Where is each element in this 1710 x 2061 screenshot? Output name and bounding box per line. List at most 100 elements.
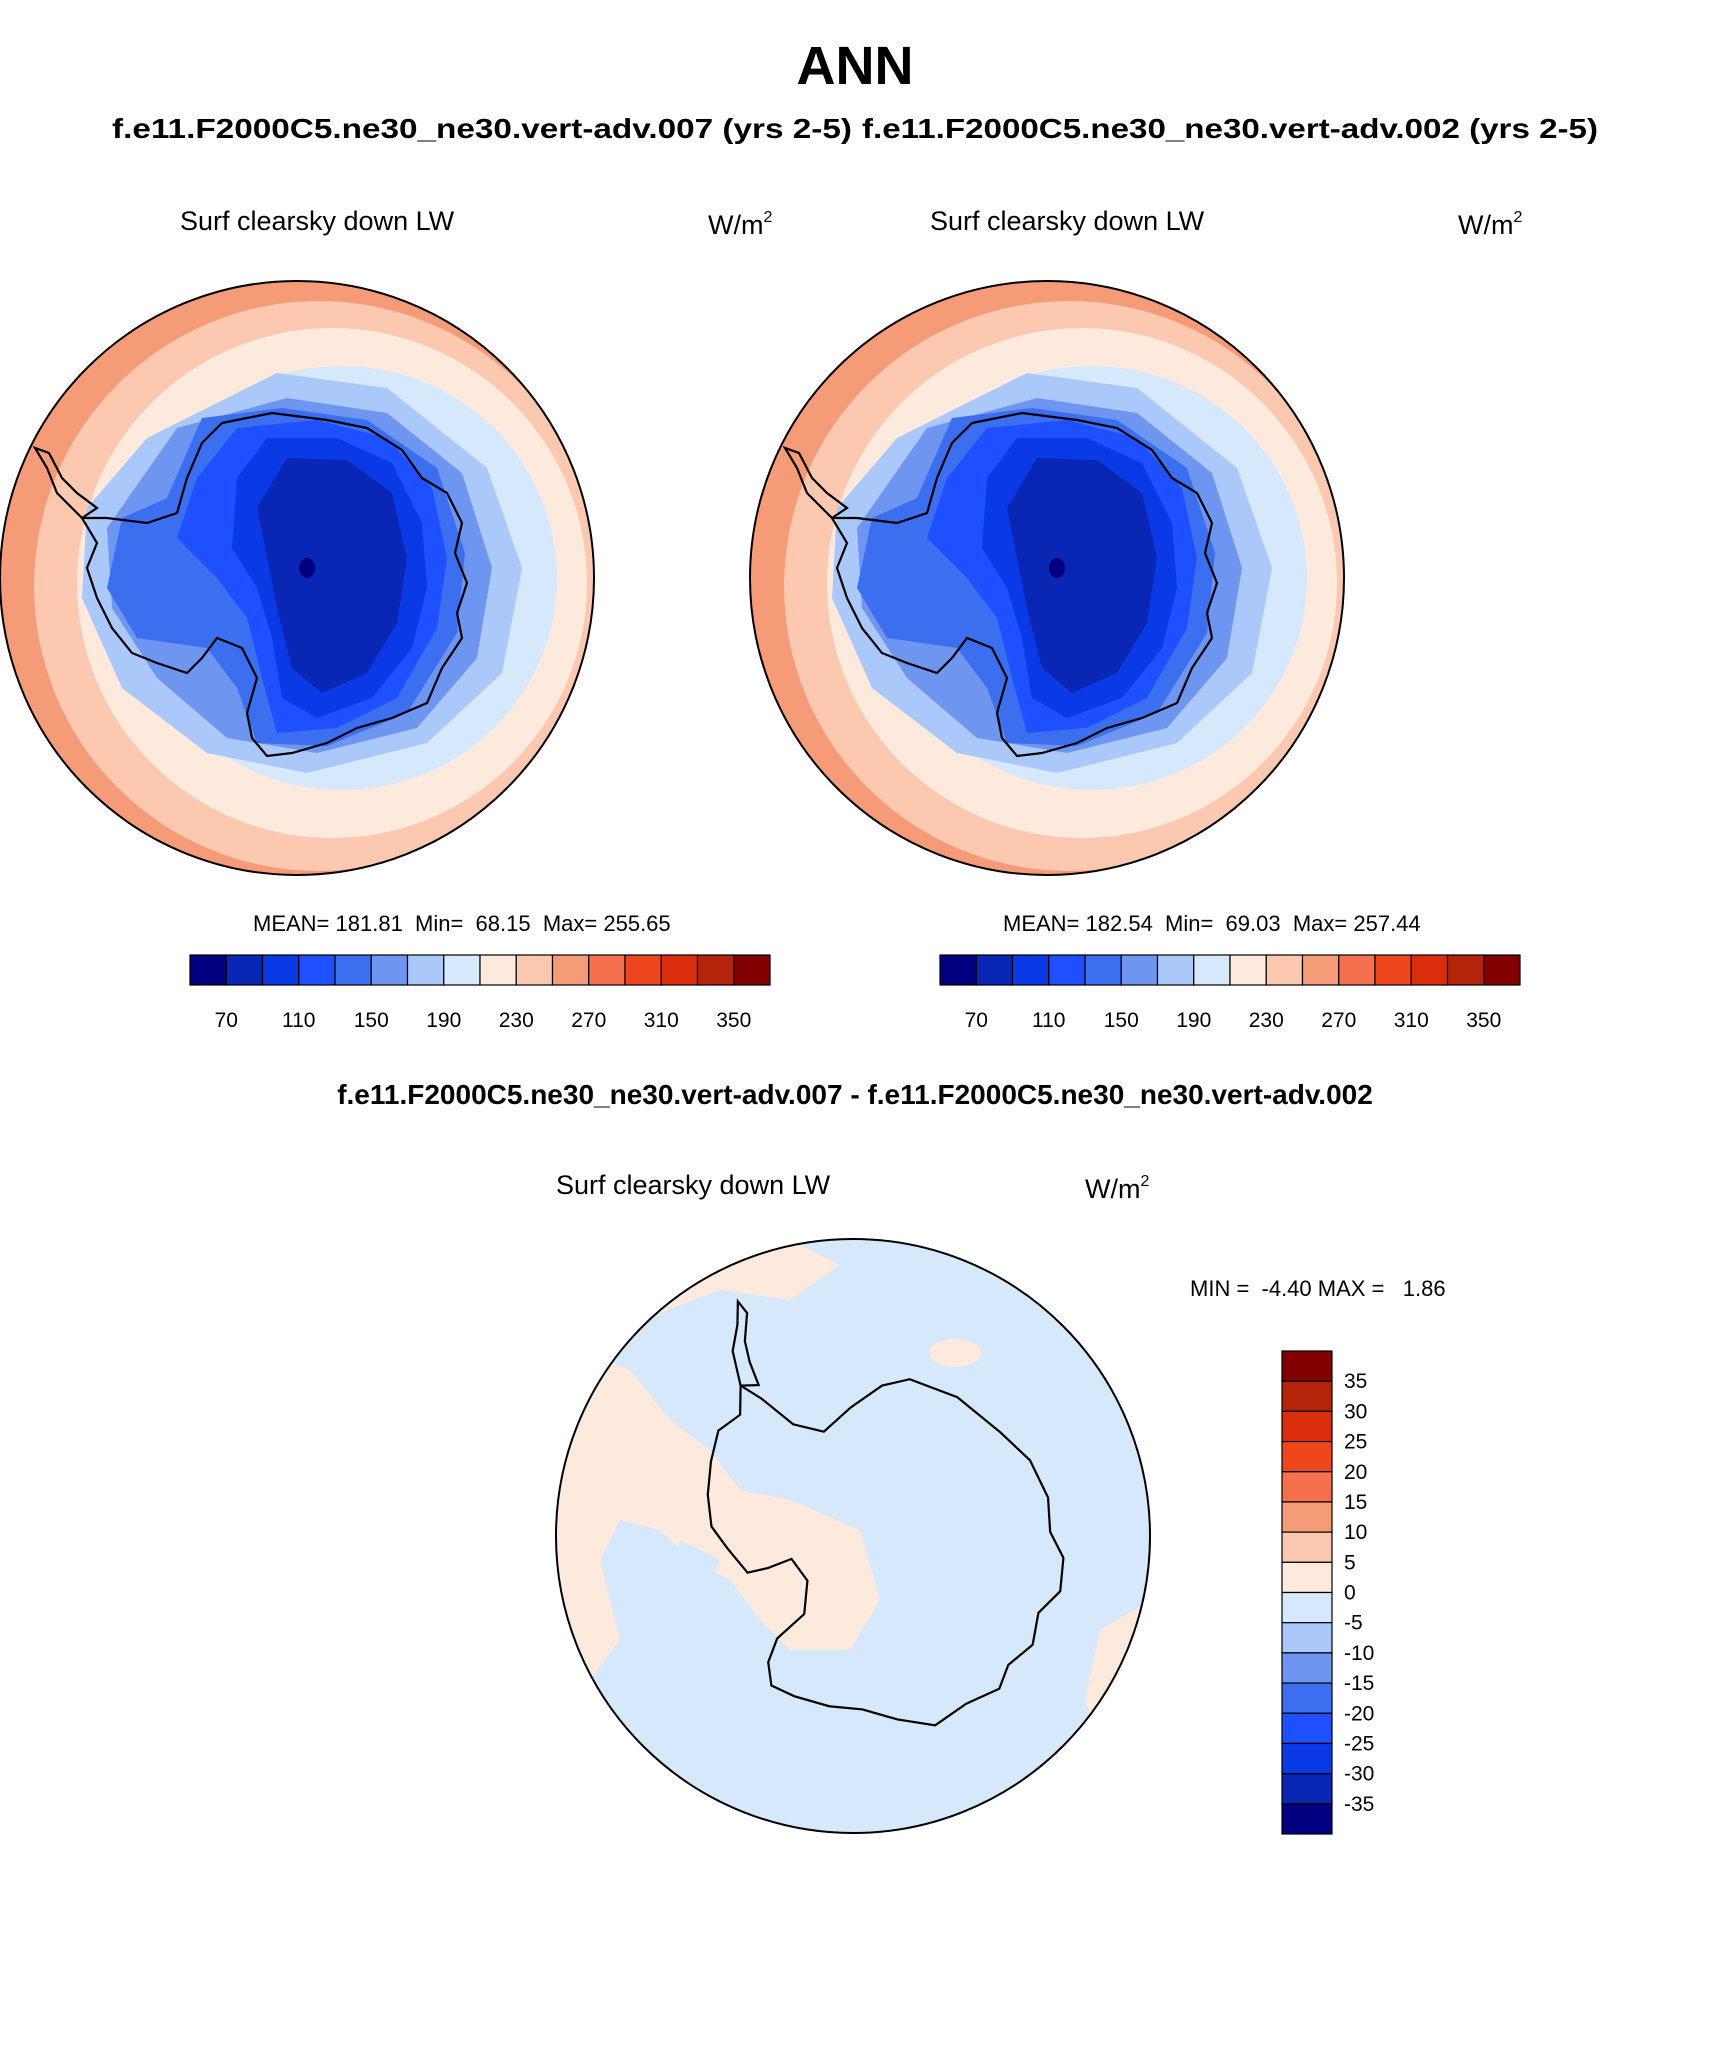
colorbar-tick-label: 30	[1344, 1400, 1367, 1423]
colorbar-swatch	[1281, 1471, 1333, 1503]
colorbar-tick-label: 190	[1176, 1009, 1211, 1032]
colorbar-tick-label: 5	[1344, 1551, 1356, 1574]
colorbar-swatch	[1301, 954, 1340, 986]
colorbar-swatch	[1410, 954, 1449, 986]
colorbar-swatch	[1120, 954, 1159, 986]
colorbar-swatch	[1281, 1682, 1333, 1714]
colorbar-tick-label: 310	[644, 1009, 679, 1032]
colorbar-swatch	[1084, 954, 1122, 986]
colorbar-swatch	[1011, 954, 1050, 986]
colorbar-tick-label: 350	[1466, 1009, 1501, 1032]
panel-left-variable: Surf clearsky down LW	[180, 206, 455, 236]
colorbar-tick-label: 230	[1249, 1009, 1284, 1032]
panel-left-stats: MEAN= 181.81 Min= 68.15 Max= 255.65	[253, 911, 671, 936]
colorbar-swatch	[1281, 1622, 1333, 1654]
colorbar-swatch	[1374, 954, 1412, 986]
colorbar-swatch	[551, 954, 590, 986]
colorbar-swatch	[1156, 954, 1195, 986]
panel-right-variable: Surf clearsky down LW	[930, 206, 1205, 236]
colorbar-swatch	[588, 954, 626, 986]
colorbar-swatch	[298, 954, 336, 986]
colorbar-swatch	[515, 954, 554, 986]
colorbar-swatch	[1483, 954, 1521, 986]
colorbar-swatch	[696, 954, 735, 986]
colorbar-tick-label: -15	[1344, 1672, 1374, 1695]
colorbar-swatch	[225, 954, 264, 986]
colorbar-swatch	[1281, 1350, 1333, 1382]
colorbar-swatch	[1281, 1742, 1333, 1775]
colorbar-swatch	[1048, 954, 1086, 986]
map-diff	[555, 1238, 1151, 1834]
colorbar-tick-label: 0	[1344, 1582, 1356, 1605]
colorbar-swatch	[1281, 1501, 1333, 1533]
panel-diff-stats: MIN = -4.40 MAX = 1.86	[1190, 1276, 1446, 1301]
panel-right-stats: MEAN= 182.54 Min= 69.03 Max= 257.44	[1003, 911, 1421, 936]
panel-diff-variable: Surf clearsky down LW	[556, 1170, 831, 1200]
colorbar-tick-label: 150	[1104, 1009, 1139, 1032]
diff-title: f.e11.F2000C5.ne30_ne30.vert-adv.007 - f…	[337, 1079, 1373, 1110]
colorbar-swatch	[1446, 954, 1485, 986]
colorbar-tick-label: -25	[1344, 1732, 1374, 1755]
panel-right: Surf clearsky down LW W/m2 MEAN= 182.54 …	[749, 206, 1522, 1032]
map-diff-border	[555, 1238, 1151, 1834]
colorbar-swatch	[1338, 954, 1376, 986]
case-title-right: f.e11.F2000C5.ne30_ne30.vert-adv.002 (yr…	[862, 113, 1598, 144]
colorbar-tick-label: 230	[499, 1009, 534, 1032]
colorbar-left: 70 110 150 190 230 270 310 350	[189, 954, 771, 1032]
map-left-border	[0, 280, 595, 876]
season-title: ANN	[797, 36, 914, 96]
colorbar-swatch	[733, 954, 771, 986]
colorbar-swatch	[1281, 1803, 1333, 1835]
colorbar-tick-label: 150	[354, 1009, 389, 1032]
colorbar-tick-label: 270	[571, 1009, 606, 1032]
case-title-left: f.e11.F2000C5.ne30_ne30.vert-adv.007 (yr…	[112, 113, 852, 144]
panel-diff-units: W/m2	[1085, 1173, 1149, 1204]
colorbar-swatch	[1193, 954, 1231, 986]
colorbar-right: 70 110 150 190 230 270 310 350	[939, 954, 1521, 1032]
panel-right-units: W/m2	[1458, 209, 1522, 240]
panel-diff: Surf clearsky down LW W/m2 MIN = -4.40 M…	[555, 1170, 1446, 1835]
colorbar-tick-label: 190	[426, 1009, 461, 1032]
colorbar-swatch	[1265, 954, 1304, 986]
colorbar-swatch	[479, 954, 517, 986]
colorbar-tick-label: -30	[1344, 1763, 1374, 1786]
colorbar-swatch	[1281, 1380, 1333, 1412]
colorbar-tick-label: 310	[1394, 1009, 1429, 1032]
colorbar-swatch	[406, 954, 445, 986]
colorbar-swatch	[1281, 1410, 1333, 1443]
colorbar-swatch	[939, 954, 977, 986]
colorbar-swatch	[975, 954, 1014, 986]
colorbar-tick-label: 15	[1344, 1491, 1367, 1514]
colorbar-swatch	[1281, 1773, 1333, 1805]
colorbar-tick-label: -20	[1344, 1702, 1374, 1725]
colorbar-tick-label: 10	[1344, 1521, 1367, 1544]
map-left	[0, 280, 595, 876]
map-right-border	[749, 280, 1345, 876]
colorbar-tick-label: 35	[1344, 1370, 1367, 1393]
colorbar-swatch	[1281, 1712, 1333, 1745]
colorbar-swatch	[1229, 954, 1267, 986]
colorbar-tick-label: -35	[1344, 1793, 1374, 1816]
colorbar-swatch	[1281, 1652, 1333, 1684]
colorbar-swatch	[370, 954, 409, 986]
colorbar-tick-label: 110	[1032, 1009, 1065, 1032]
colorbar-swatch	[334, 954, 372, 986]
colorbar-swatch	[1281, 1561, 1333, 1594]
colorbar-tick-label: -10	[1344, 1642, 1374, 1665]
colorbar-tick-label: -5	[1344, 1612, 1363, 1635]
colorbar-tick-label: 70	[215, 1009, 238, 1032]
panel-left-units: W/m2	[708, 209, 772, 240]
colorbar-swatch	[189, 954, 227, 986]
colorbar-tick-label: 70	[965, 1009, 988, 1032]
colorbar-swatch	[443, 954, 481, 986]
colorbar-tick-label: 350	[716, 1009, 751, 1032]
colorbar-tick-label: 110	[282, 1009, 315, 1032]
colorbar-swatch	[1281, 1531, 1333, 1563]
colorbar-tick-label: 270	[1321, 1009, 1356, 1032]
colorbar-diff: 35 30 25 20 15 10 5 0 -5 -10 -15 -20 -25 -30 -35	[1281, 1350, 1374, 1835]
colorbar-tick-label: 20	[1344, 1461, 1367, 1484]
colorbar-swatch	[660, 954, 699, 986]
colorbar-swatch	[624, 954, 662, 986]
colorbar-swatch	[261, 954, 300, 986]
